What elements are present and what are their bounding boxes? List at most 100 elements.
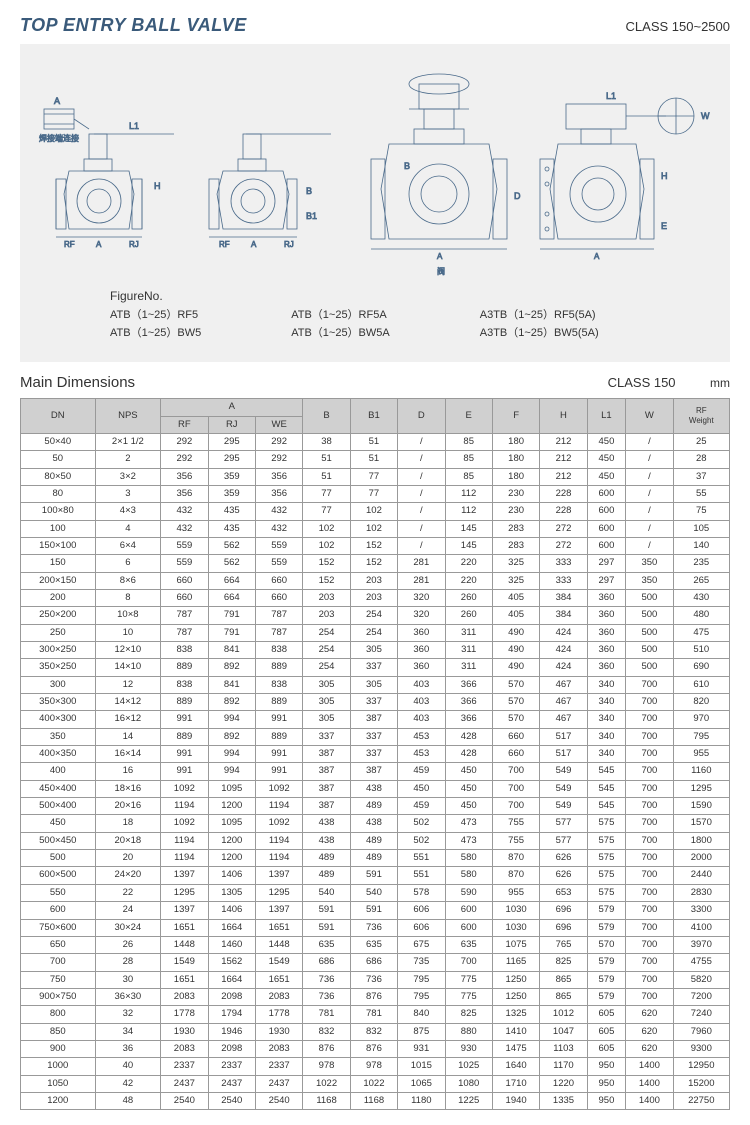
svg-text:阀: 阀 — [437, 267, 445, 276]
table-cell: 16 — [95, 763, 161, 780]
table-cell: 387 — [350, 763, 397, 780]
table-cell: 736 — [303, 971, 350, 988]
table-cell: 606 — [398, 919, 445, 936]
table-cell: 1946 — [208, 1023, 255, 1040]
table-cell: 700 — [626, 798, 673, 815]
table-cell: 405 — [492, 589, 539, 606]
table-cell: 610 — [673, 676, 729, 693]
svg-text:RF: RF — [219, 240, 230, 249]
table-cell: 337 — [350, 694, 397, 711]
table-cell: 305 — [350, 642, 397, 659]
table-cell: 978 — [303, 1058, 350, 1075]
dimensions-title: Main Dimensions — [20, 374, 135, 391]
table-cell: 700 — [626, 676, 673, 693]
table-cell: 254 — [350, 607, 397, 624]
table-cell: 360 — [587, 642, 626, 659]
table-cell: 438 — [303, 832, 350, 849]
table-cell: 635 — [303, 936, 350, 953]
table-cell: 305 — [303, 694, 350, 711]
table-cell: 955 — [673, 746, 729, 763]
table-cell: 350×300 — [21, 694, 96, 711]
table-cell: 575 — [587, 832, 626, 849]
table-cell: 489 — [350, 850, 397, 867]
table-cell: 450 — [587, 451, 626, 468]
table-row: 300×25012×108388418382543053603114904243… — [21, 642, 730, 659]
table-cell: 889 — [255, 659, 302, 676]
table-row: 80×503×23563593565177/85180212450/37 — [21, 468, 730, 485]
table-cell: 1025 — [445, 1058, 492, 1075]
table-cell: 660 — [161, 589, 208, 606]
table-cell: 32 — [95, 1006, 161, 1023]
table-cell: 880 — [445, 1023, 492, 1040]
dimensions-class: CLASS 150 — [608, 375, 676, 390]
table-cell: 3300 — [673, 902, 729, 919]
table-cell: 1200 — [208, 798, 255, 815]
table-cell: 832 — [350, 1023, 397, 1040]
table-cell: 1710 — [492, 1075, 539, 1092]
table-cell: 590 — [445, 884, 492, 901]
table-cell: 384 — [540, 589, 587, 606]
table-cell: 102 — [350, 520, 397, 537]
table-cell: 1794 — [208, 1006, 255, 1023]
table-cell: 180 — [492, 451, 539, 468]
table-cell: 1930 — [161, 1023, 208, 1040]
table-cell: 85 — [445, 433, 492, 450]
table-row: 1200482540254025401168116811801225194013… — [21, 1092, 730, 1109]
table-cell: 292 — [161, 433, 208, 450]
table-cell: / — [626, 520, 673, 537]
table-cell: 320 — [398, 589, 445, 606]
table-row: 8003217781794177878178184082513251012605… — [21, 1006, 730, 1023]
table-cell: 2083 — [161, 988, 208, 1005]
table-cell: 540 — [350, 884, 397, 901]
table-cell: 600 — [587, 503, 626, 520]
table-cell: 1400 — [626, 1075, 673, 1092]
table-cell: 2337 — [161, 1058, 208, 1075]
table-cell: 991 — [255, 711, 302, 728]
table-row: 450×40018×161092109510923874384504507005… — [21, 780, 730, 797]
table-cell: / — [398, 485, 445, 502]
table-cell: 735 — [398, 954, 445, 971]
table-cell: 490 — [492, 642, 539, 659]
table-cell: 994 — [208, 763, 255, 780]
table-cell: 40 — [95, 1058, 161, 1075]
table-cell: 1325 — [492, 1006, 539, 1023]
table-cell: 340 — [587, 728, 626, 745]
table-row: 5022922952925151/85180212450/28 — [21, 451, 730, 468]
table-cell: 337 — [303, 728, 350, 745]
table-cell: 545 — [587, 780, 626, 797]
table-cell: 260 — [445, 607, 492, 624]
table-cell: 4100 — [673, 919, 729, 936]
table-cell: 787 — [161, 624, 208, 641]
table-cell: 736 — [303, 988, 350, 1005]
table-row: 1506559562559152152281220325333297350235 — [21, 555, 730, 572]
svg-text:焊接端连接: 焊接端连接 — [39, 133, 79, 143]
table-cell: 18×16 — [95, 780, 161, 797]
fig-item: ATB（1~25）RF5A — [291, 307, 390, 325]
table-cell: 85 — [445, 451, 492, 468]
table-cell: 2000 — [673, 850, 729, 867]
th-b1: B1 — [350, 399, 397, 434]
table-cell: 450 — [587, 433, 626, 450]
table-cell: / — [398, 520, 445, 537]
table-cell: 400×300 — [21, 711, 96, 728]
svg-text:E: E — [661, 221, 667, 231]
table-cell: 579 — [587, 971, 626, 988]
table-cell: 450 — [445, 780, 492, 797]
dimensions-header: Main Dimensions CLASS 150 mm — [20, 374, 730, 392]
table-cell: 325 — [492, 555, 539, 572]
table-cell: 366 — [445, 676, 492, 693]
table-cell: 889 — [161, 659, 208, 676]
table-cell: / — [398, 503, 445, 520]
table-cell: 480 — [673, 607, 729, 624]
table-cell: 30 — [95, 971, 161, 988]
table-cell: 12×10 — [95, 642, 161, 659]
table-cell: 591 — [350, 902, 397, 919]
table-cell: 305 — [350, 676, 397, 693]
table-cell: 203 — [350, 589, 397, 606]
header: TOP ENTRY BALL VALVE CLASS 150~2500 — [20, 15, 730, 36]
table-cell: 775 — [445, 988, 492, 1005]
table-cell: 755 — [492, 832, 539, 849]
table-cell: 384 — [540, 607, 587, 624]
table-cell: 489 — [303, 867, 350, 884]
table-cell: 1168 — [303, 1092, 350, 1109]
